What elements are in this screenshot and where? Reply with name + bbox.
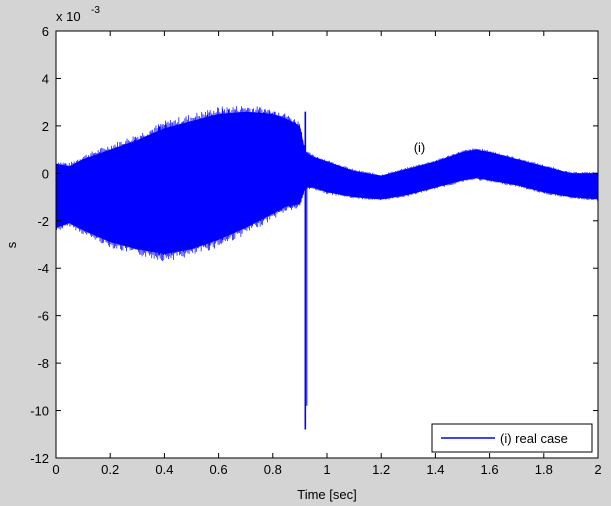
data-layer — [55, 106, 599, 430]
x-axis-label: Time [sec] — [297, 487, 356, 502]
y-axis-label: s — [4, 241, 19, 248]
x-tick-label: 0.2 — [101, 462, 119, 477]
x-tick-label: 1.2 — [372, 462, 390, 477]
series-line-real-case — [55, 106, 599, 262]
y-exponent-base: x 10 — [56, 9, 81, 24]
x-tick-label: 0.4 — [155, 462, 173, 477]
x-tick-label: 1.8 — [535, 462, 553, 477]
annotation-i: (i) — [414, 140, 426, 155]
y-tick-label: -10 — [30, 404, 49, 419]
y-tick-label: 0 — [42, 166, 49, 181]
x-tick-label: 0.8 — [264, 462, 282, 477]
x-tick-label: 1 — [323, 462, 330, 477]
y-tick-label: 4 — [42, 71, 49, 86]
y-tick-label: -6 — [37, 309, 49, 324]
x-tick-label: 0 — [52, 462, 59, 477]
x-tick-label: 1.4 — [426, 462, 444, 477]
legend[interactable]: (i) real case — [431, 423, 593, 453]
x-tick-label: 1.6 — [481, 462, 499, 477]
y-exponent-power: -3 — [91, 5, 100, 16]
x-tick-label: 2 — [594, 462, 601, 477]
y-tick-label: -2 — [37, 214, 49, 229]
y-tick-label: -12 — [30, 451, 49, 466]
legend-entry-label: (i) real case — [500, 431, 568, 446]
y-tick-label: -8 — [37, 356, 49, 371]
x-tick-label: 0.6 — [210, 462, 228, 477]
ticks-layer: 0 0.2 0.4 0.6 0.8 1 1.2 1.4 1.6 1.8 2 6 4 2 0 -2 -4 -6 -8 -… — [30, 24, 601, 477]
y-tick-label: -4 — [37, 261, 49, 276]
y-tick-label: 2 — [42, 119, 49, 134]
y-tick-label: 6 — [42, 24, 49, 39]
